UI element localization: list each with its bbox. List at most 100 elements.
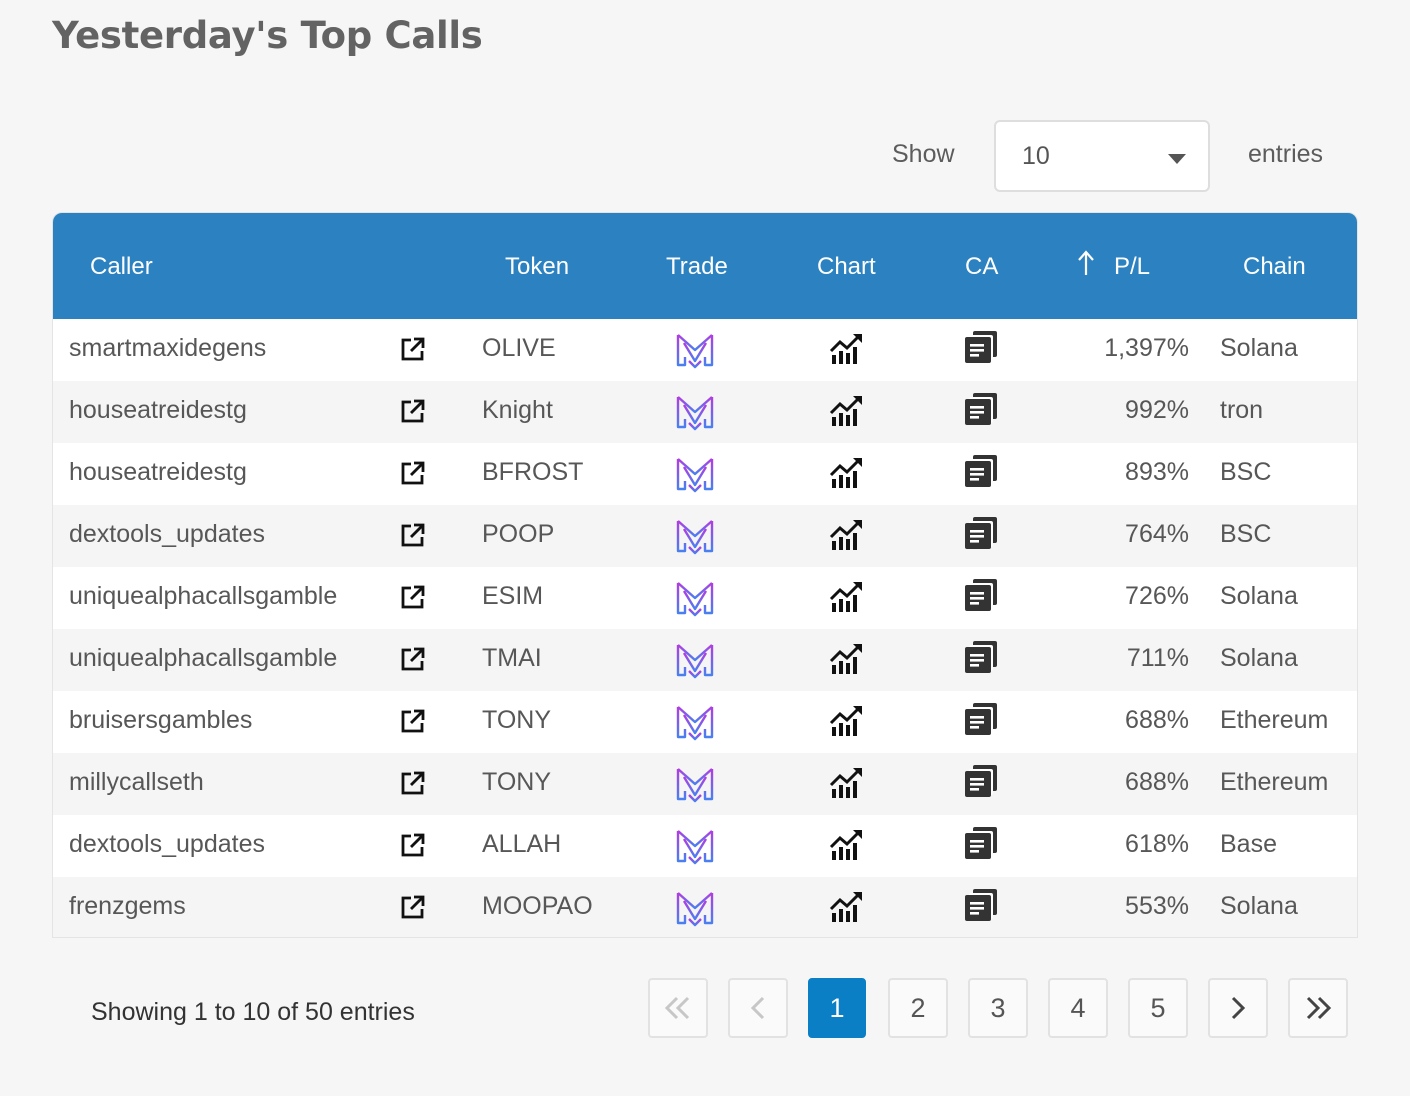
table-header: Caller Token Trade Chart CA P/L Chain bbox=[53, 213, 1357, 319]
trade-logo-icon[interactable] bbox=[675, 455, 715, 493]
double-chevron-left-icon bbox=[664, 996, 690, 1020]
external-link-icon[interactable] bbox=[399, 831, 427, 859]
external-link-icon[interactable] bbox=[399, 397, 427, 425]
caller-name: dextools_updates bbox=[69, 830, 265, 858]
token-name: TONY bbox=[482, 706, 551, 734]
chart-icon[interactable] bbox=[829, 518, 863, 552]
page-button-4[interactable]: 4 bbox=[1048, 978, 1108, 1038]
column-header-chain[interactable]: Chain bbox=[1243, 253, 1306, 280]
page-button-3[interactable]: 3 bbox=[968, 978, 1028, 1038]
pl-value: 1,397% bbox=[1104, 334, 1189, 362]
column-header-token[interactable]: Token bbox=[505, 253, 570, 280]
external-link-icon[interactable] bbox=[399, 335, 427, 363]
last-page-button[interactable] bbox=[1288, 978, 1348, 1038]
chart-icon[interactable] bbox=[829, 828, 863, 862]
caller-name: dextools_updates bbox=[69, 520, 265, 548]
token-name: Knight bbox=[482, 396, 553, 424]
table-row: houseatreidestg BFROST 893% BSC bbox=[53, 443, 1357, 505]
chain-name: Ethereum bbox=[1220, 706, 1329, 734]
trade-logo-icon[interactable] bbox=[675, 765, 715, 803]
copy-icon[interactable] bbox=[963, 825, 999, 861]
caret-down-icon bbox=[1168, 154, 1186, 164]
chain-name: Solana bbox=[1220, 644, 1298, 672]
external-link-icon[interactable] bbox=[399, 769, 427, 797]
chart-icon[interactable] bbox=[829, 704, 863, 738]
copy-icon[interactable] bbox=[963, 515, 999, 551]
chart-icon[interactable] bbox=[829, 394, 863, 428]
entries-length-control: Show 10 entries bbox=[0, 120, 1410, 192]
token-name: ESIM bbox=[482, 582, 544, 610]
caller-name: houseatreidestg bbox=[69, 396, 247, 424]
trade-logo-icon[interactable] bbox=[675, 579, 715, 617]
column-header-caller[interactable]: Caller bbox=[90, 253, 153, 280]
copy-icon[interactable] bbox=[963, 453, 999, 489]
page-button-5[interactable]: 5 bbox=[1128, 978, 1188, 1038]
chain-name: Solana bbox=[1220, 582, 1298, 610]
external-link-icon[interactable] bbox=[399, 893, 427, 921]
first-page-button[interactable] bbox=[648, 978, 708, 1038]
table-row: houseatreidestg Knight 992% tron bbox=[53, 381, 1357, 443]
trade-logo-icon[interactable] bbox=[675, 331, 715, 369]
copy-icon[interactable] bbox=[963, 329, 999, 365]
copy-icon[interactable] bbox=[963, 391, 999, 427]
column-header-ca[interactable]: CA bbox=[965, 253, 999, 280]
external-link-icon[interactable] bbox=[399, 459, 427, 487]
table-row: uniquealphacallsgamble ESIM 726% Solana bbox=[53, 567, 1357, 629]
trade-logo-icon[interactable] bbox=[675, 517, 715, 555]
chart-icon[interactable] bbox=[829, 332, 863, 366]
column-header-pl[interactable]: P/L bbox=[1114, 253, 1151, 280]
chart-icon[interactable] bbox=[829, 580, 863, 614]
trade-logo-icon[interactable] bbox=[675, 827, 715, 865]
external-link-icon[interactable] bbox=[399, 521, 427, 549]
table-row: frenzgems MOOPAO 553% Solana bbox=[53, 877, 1357, 937]
external-link-icon[interactable] bbox=[399, 645, 427, 673]
table-row: uniquealphacallsgamble TMAI 711% Solana bbox=[53, 629, 1357, 691]
copy-icon[interactable] bbox=[963, 639, 999, 675]
copy-icon[interactable] bbox=[963, 887, 999, 923]
entries-label: entries bbox=[1248, 140, 1324, 168]
pl-value: 726% bbox=[1125, 582, 1189, 610]
copy-icon[interactable] bbox=[963, 701, 999, 737]
table-row: millycallseth TONY 688% Ethereum bbox=[53, 753, 1357, 815]
pl-value: 553% bbox=[1125, 892, 1189, 920]
caller-name: millycallseth bbox=[69, 768, 204, 796]
token-name: OLIVE bbox=[482, 334, 556, 362]
trade-logo-icon[interactable] bbox=[675, 889, 715, 927]
chain-name: Ethereum bbox=[1220, 768, 1329, 796]
token-name: ALLAH bbox=[482, 830, 562, 858]
caller-name: uniquealphacallsgamble bbox=[69, 582, 338, 610]
copy-icon[interactable] bbox=[963, 577, 999, 613]
page-button-2[interactable]: 2 bbox=[888, 978, 948, 1038]
column-header-trade[interactable]: Trade bbox=[666, 253, 728, 280]
pl-value: 618% bbox=[1125, 830, 1189, 858]
caller-name: houseatreidestg bbox=[69, 458, 247, 486]
trade-logo-icon[interactable] bbox=[675, 641, 715, 679]
sort-ascending-arrow-icon[interactable] bbox=[1075, 247, 1097, 277]
calls-table: Caller Token Trade Chart CA P/L Chain sm… bbox=[52, 212, 1358, 938]
copy-icon[interactable] bbox=[963, 763, 999, 799]
entries-select[interactable]: 10 bbox=[994, 120, 1210, 192]
next-page-button[interactable] bbox=[1208, 978, 1268, 1038]
trade-logo-icon[interactable] bbox=[675, 393, 715, 431]
external-link-icon[interactable] bbox=[399, 583, 427, 611]
external-link-icon[interactable] bbox=[399, 707, 427, 735]
page-button-1[interactable]: 1 bbox=[808, 978, 866, 1038]
caller-name: smartmaxidegens bbox=[69, 334, 267, 362]
pl-value: 711% bbox=[1126, 644, 1189, 672]
token-name: BFROST bbox=[482, 458, 584, 486]
page-title: Yesterday's Top Calls bbox=[52, 14, 483, 57]
trade-logo-icon[interactable] bbox=[675, 703, 715, 741]
chart-icon[interactable] bbox=[829, 766, 863, 800]
chain-name: Base bbox=[1220, 830, 1277, 858]
column-header-chart[interactable]: Chart bbox=[817, 253, 876, 280]
pl-value: 688% bbox=[1125, 768, 1189, 796]
pl-value: 764% bbox=[1125, 520, 1189, 548]
table-row: dextools_updates ALLAH 618% Base bbox=[53, 815, 1357, 877]
chart-icon[interactable] bbox=[829, 642, 863, 676]
previous-page-button[interactable] bbox=[728, 978, 788, 1038]
table-row: bruisersgambles TONY 688% Ethereum bbox=[53, 691, 1357, 753]
pl-value: 893% bbox=[1125, 458, 1189, 486]
table-info: Showing 1 to 10 of 50 entries bbox=[91, 998, 415, 1026]
chart-icon[interactable] bbox=[829, 456, 863, 490]
chart-icon[interactable] bbox=[829, 890, 863, 924]
